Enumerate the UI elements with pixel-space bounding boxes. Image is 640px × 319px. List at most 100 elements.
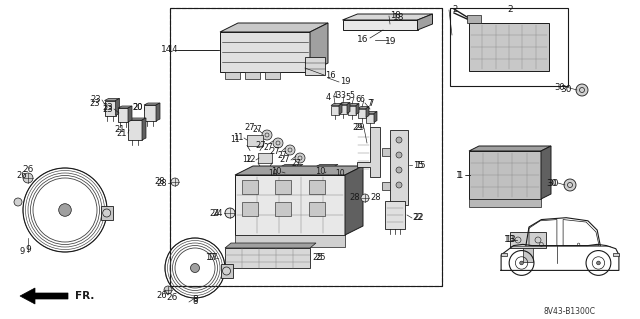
Polygon shape (316, 167, 334, 180)
Text: 27: 27 (269, 147, 280, 157)
Text: 14: 14 (161, 46, 172, 55)
Polygon shape (225, 243, 316, 248)
Text: 13: 13 (504, 235, 515, 244)
Text: 1: 1 (458, 170, 463, 180)
Text: 7: 7 (367, 100, 372, 108)
Polygon shape (358, 107, 369, 108)
Polygon shape (142, 118, 146, 140)
Circle shape (285, 145, 295, 155)
Text: 24: 24 (209, 209, 220, 218)
Text: 27: 27 (291, 159, 301, 167)
Circle shape (23, 173, 33, 183)
Polygon shape (366, 107, 369, 117)
Polygon shape (242, 202, 258, 216)
Polygon shape (358, 108, 366, 117)
Polygon shape (128, 106, 132, 122)
Polygon shape (523, 248, 533, 262)
Text: 23: 23 (102, 105, 113, 114)
Polygon shape (281, 165, 303, 167)
Polygon shape (331, 106, 339, 115)
Text: 13: 13 (505, 235, 515, 244)
Polygon shape (316, 165, 338, 167)
Polygon shape (347, 102, 350, 114)
Polygon shape (612, 253, 619, 256)
Text: 30: 30 (561, 85, 572, 94)
Polygon shape (366, 112, 377, 114)
Text: 27: 27 (263, 144, 273, 152)
Circle shape (225, 208, 235, 218)
Polygon shape (385, 201, 405, 229)
Text: 26: 26 (22, 166, 34, 174)
Text: 10: 10 (315, 167, 325, 176)
Text: 4: 4 (325, 93, 331, 101)
Text: 12: 12 (243, 155, 252, 165)
Circle shape (596, 261, 600, 265)
Text: 2: 2 (507, 5, 513, 14)
Polygon shape (308, 202, 324, 216)
Text: 8V43-B1300C: 8V43-B1300C (544, 308, 596, 316)
Bar (450, 8, 568, 86)
Text: 15: 15 (413, 160, 423, 169)
Polygon shape (374, 112, 377, 122)
Polygon shape (118, 108, 128, 122)
Circle shape (564, 179, 576, 191)
Polygon shape (242, 180, 258, 194)
Polygon shape (225, 248, 310, 268)
Polygon shape (356, 103, 359, 115)
Polygon shape (128, 120, 142, 140)
Text: 27: 27 (277, 152, 287, 160)
Text: 12: 12 (244, 155, 255, 165)
Text: 9: 9 (19, 248, 24, 256)
Text: 8: 8 (192, 295, 198, 305)
Text: 23: 23 (102, 103, 113, 113)
Circle shape (396, 167, 402, 173)
Text: 11: 11 (230, 136, 240, 145)
Text: 10: 10 (271, 167, 281, 176)
Text: 25: 25 (315, 254, 326, 263)
Bar (170, 8, 442, 286)
Text: 14: 14 (167, 46, 177, 55)
Polygon shape (235, 166, 363, 175)
Polygon shape (258, 153, 272, 163)
Text: 16: 16 (356, 35, 368, 44)
Text: 26: 26 (17, 170, 28, 180)
Circle shape (273, 138, 283, 148)
Polygon shape (469, 151, 541, 199)
Text: 28: 28 (349, 194, 360, 203)
Circle shape (396, 137, 402, 143)
Text: 5: 5 (346, 93, 351, 101)
Text: 18: 18 (390, 11, 400, 20)
Text: 29: 29 (353, 123, 364, 132)
Text: 6: 6 (360, 94, 364, 103)
Polygon shape (156, 103, 160, 121)
Text: 30: 30 (547, 179, 557, 188)
Polygon shape (339, 105, 347, 114)
Polygon shape (235, 235, 345, 247)
Polygon shape (225, 72, 240, 79)
Text: 9: 9 (25, 246, 31, 255)
Polygon shape (235, 175, 345, 235)
Text: 7: 7 (368, 99, 374, 108)
Text: 27: 27 (280, 155, 291, 165)
Polygon shape (469, 199, 541, 207)
Polygon shape (310, 23, 328, 72)
Polygon shape (220, 23, 328, 32)
Text: 17: 17 (205, 254, 215, 263)
Text: 23: 23 (90, 100, 100, 108)
Polygon shape (220, 32, 310, 72)
Text: 19: 19 (340, 78, 350, 86)
Text: 30: 30 (547, 179, 559, 188)
Text: 5: 5 (349, 92, 355, 100)
Polygon shape (501, 253, 508, 256)
Text: 27: 27 (244, 123, 255, 132)
Text: 27: 27 (256, 140, 266, 150)
Polygon shape (221, 264, 232, 278)
Text: 15: 15 (415, 160, 426, 169)
Circle shape (396, 182, 402, 188)
Circle shape (520, 261, 524, 265)
Circle shape (164, 286, 172, 294)
Text: 26: 26 (157, 291, 167, 300)
Polygon shape (541, 146, 551, 199)
Circle shape (14, 198, 22, 206)
Text: 28: 28 (154, 177, 165, 187)
